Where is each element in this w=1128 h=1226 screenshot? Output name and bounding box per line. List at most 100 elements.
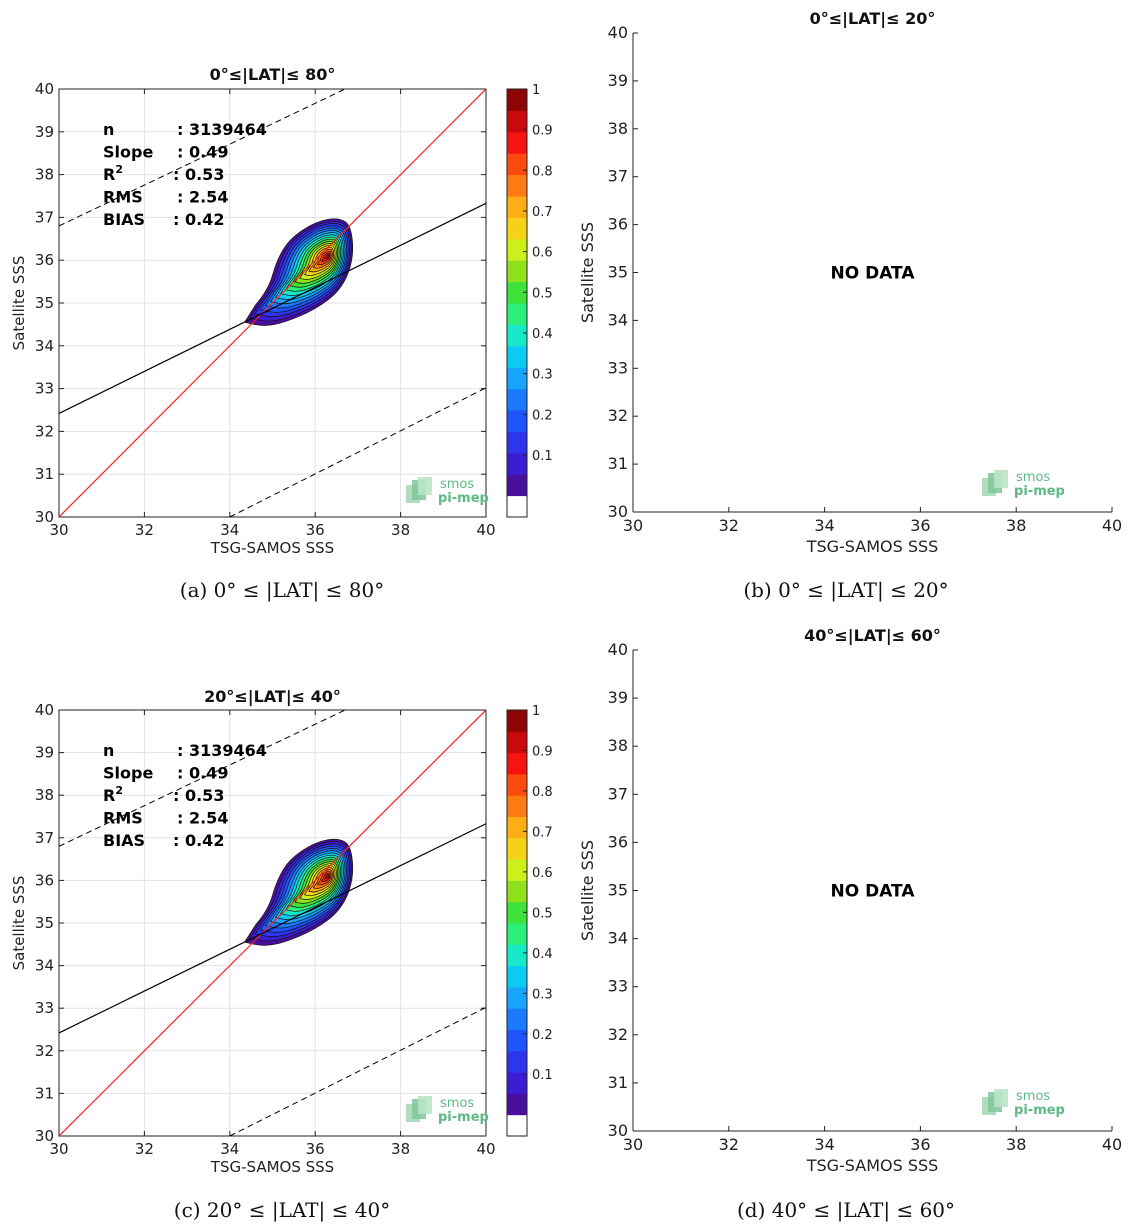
lower-bound-dashed-line	[229, 387, 486, 517]
stats-block: n: 3139464 Slope: 0.49 R2: 0.53 RMS: 2.54 BI…	[103, 120, 267, 229]
x-tick-label: 30	[623, 516, 643, 535]
stat-value: : 0.49	[177, 143, 228, 162]
y-tick-label: 38	[35, 786, 54, 804]
colorbar-segment	[507, 880, 527, 903]
chart-title: 20°≤|LAT|≤ 40°	[204, 687, 341, 707]
y-tick-label: 37	[608, 167, 628, 186]
colorbar-segment	[507, 196, 527, 218]
identity-line	[59, 89, 486, 517]
caption-d: (d) 40° ≤ |LAT| ≤ 60°	[736, 1198, 956, 1222]
y-tick-label: 36	[35, 871, 54, 889]
panel-b: 30 32 34 36 38 40 30 31 32 33 34 35 36 37 38 39 40 TSG-SA…	[564, 0, 1128, 613]
x-axis-label: TSG-SAMOS SSS	[806, 1156, 939, 1175]
fit-line	[59, 202, 486, 414]
caption-b: (b) 0° ≤ |LAT| ≤ 20°	[743, 578, 949, 602]
colorbar-segment	[507, 1114, 527, 1137]
colorbar-segment	[507, 303, 527, 325]
colorbar-segment	[507, 474, 527, 497]
x-tick-label: 40	[1102, 516, 1122, 535]
x-tick-label: 36	[910, 1135, 930, 1154]
stat-superscript: 2	[115, 163, 123, 176]
logo-text-pimep: pi-mep	[1014, 484, 1065, 499]
plot-layer	[59, 89, 486, 517]
logo-text-smos: smos	[1016, 1089, 1050, 1104]
logo-text-pimep: pi-mep	[1014, 1103, 1065, 1118]
x-axis-label: TSG-SAMOS SSS	[806, 537, 939, 556]
colorbar-segment	[507, 217, 527, 240]
logo-block-icon	[418, 477, 432, 495]
colorbar-segment	[507, 281, 527, 304]
colorbar-tick-label: 0.3	[532, 368, 553, 383]
y-tick-label: 37	[35, 829, 54, 847]
y-tick-label: 39	[608, 688, 628, 707]
x-tick-label: 34	[814, 1135, 834, 1154]
colorbar-segment	[507, 367, 527, 390]
logo-block-icon	[994, 1089, 1009, 1107]
panel-c: 30 32 34 36 38 40 30 31 32 33 34 35 36 37 38 39 40 TSG-SA…	[0, 613, 564, 1226]
y-tick-label: 35	[608, 881, 628, 900]
stat-value: : 0.49	[177, 764, 228, 783]
stat-label: R2	[103, 784, 123, 805]
colorbar-tick-label: 0.6	[532, 866, 553, 881]
stat-value: : 2.54	[177, 188, 228, 207]
upper-bound-dashed-line	[59, 710, 346, 847]
stat-value: : 0.42	[173, 210, 224, 229]
density-contour	[324, 874, 330, 879]
x-tick-label: 34	[220, 1140, 239, 1158]
y-tick-label: 34	[608, 310, 628, 329]
y-tick-label: 32	[608, 1025, 628, 1044]
colorbar-segment	[507, 1029, 527, 1052]
logo-text-smos: smos	[440, 1096, 474, 1111]
stat-value: : 0.42	[173, 831, 224, 850]
colorbar-tick-label: 0.9	[532, 124, 553, 139]
y-axis-label: Satellite SSS	[578, 840, 597, 941]
colorbar-tick-label: 0.2	[532, 408, 553, 423]
y-tick-label: 40	[35, 701, 54, 719]
y-tick-label: 35	[35, 914, 54, 932]
y-tick-label: 34	[35, 337, 54, 355]
colorbar-tick-label: 0.2	[532, 1028, 553, 1043]
x-tick-label: 38	[1006, 516, 1026, 535]
colorbar-segment	[507, 153, 527, 176]
colorbar-segment	[507, 1008, 527, 1030]
colorbar-frame	[506, 88, 528, 518]
logo-block-icon	[418, 1096, 432, 1114]
y-tick-label: 32	[35, 1042, 54, 1060]
no-data-label: NO DATA	[831, 264, 916, 284]
colorbar-segment	[507, 731, 527, 754]
lower-bound-dashed-line	[229, 1006, 486, 1136]
chart-d: 30 32 34 36 38 40 30 31 32 33 34 35 36 37 38 39 40 TSG-SA…	[578, 626, 1122, 1175]
stat-label: RMS	[103, 809, 143, 828]
chart-title: 40°≤|LAT|≤ 60°	[804, 626, 941, 646]
logo-text-pimep: pi-mep	[438, 1110, 489, 1125]
colorbar-segment	[507, 1093, 527, 1116]
y-tick-label: 33	[35, 380, 54, 398]
y-tick-label: 35	[35, 294, 54, 312]
stat-value: : 2.54	[177, 809, 228, 828]
no-data-label: NO DATA	[831, 882, 916, 902]
colorbar-tick-label: 0.9	[532, 744, 553, 759]
y-tick-label: 40	[35, 80, 54, 98]
y-tick-label: 39	[35, 123, 54, 141]
colorbar-segment	[507, 345, 527, 368]
colorbar-tick-label: 0.4	[532, 327, 553, 342]
y-tick-label: 34	[608, 929, 628, 948]
stat-superscript: 2	[115, 784, 123, 797]
colorbar-tick-label: 1	[532, 704, 540, 719]
x-tick-label: 38	[391, 521, 410, 539]
x-tick-label: 36	[306, 1140, 325, 1158]
y-tick-label: 30	[35, 508, 54, 526]
y-tick-label: 38	[608, 736, 628, 755]
y-tick-label: 34	[35, 957, 54, 975]
colorbar-segment	[507, 859, 527, 881]
x-tick-label: 36	[306, 521, 325, 539]
x-tick-label: 40	[1102, 1135, 1122, 1154]
colorbar-segment	[507, 260, 527, 283]
x-tick-label: 32	[135, 521, 154, 539]
y-tick-label: 36	[608, 832, 628, 851]
colorbar-segment	[507, 773, 527, 796]
x-tick-label: 34	[220, 521, 239, 539]
